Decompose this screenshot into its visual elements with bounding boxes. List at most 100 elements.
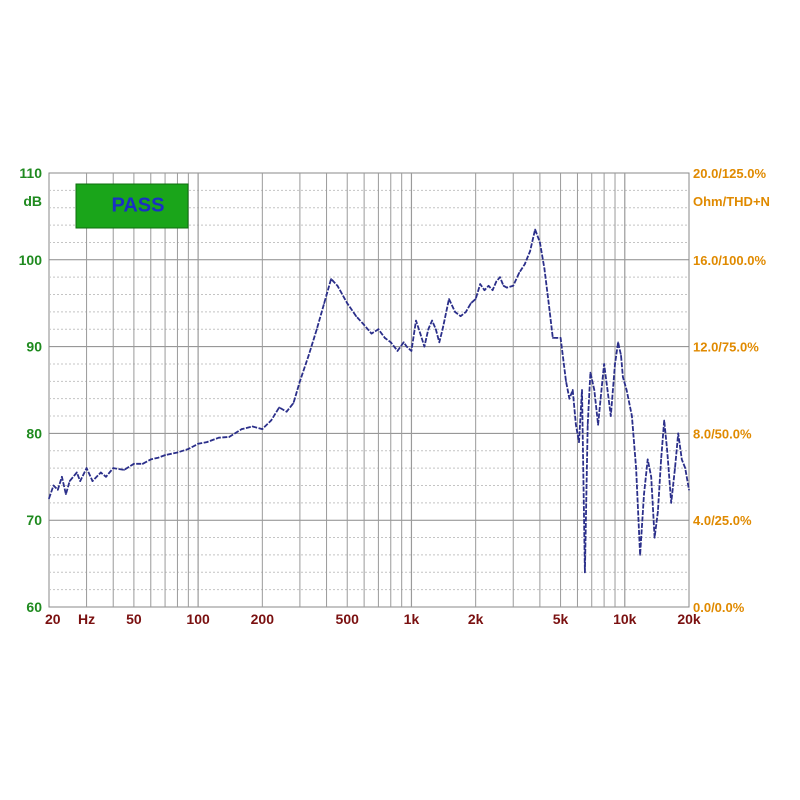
data-point	[483, 289, 486, 292]
x-tick-label: 20k	[677, 611, 701, 627]
data-point	[643, 493, 645, 496]
data-point	[639, 554, 641, 556]
data-point	[589, 371, 592, 374]
data-point	[299, 380, 301, 383]
data-point	[470, 302, 472, 305]
data-point	[606, 389, 609, 391]
data-point	[529, 250, 531, 252]
data-point	[390, 341, 392, 344]
major-gridlines	[49, 173, 689, 607]
right-axis-ticks: 0.0/0.0% 4.0/25.0% 8.0/50.0% 12.0/75.0% 16.0…	[693, 166, 766, 615]
data-point	[377, 328, 380, 331]
data-point	[330, 278, 332, 280]
data-point	[688, 489, 690, 491]
data-point	[218, 436, 220, 439]
x-axis-ticks: 20 Hz 50 100 200 500 1k 2k 5k 10k 20k	[45, 611, 701, 627]
data-point	[674, 467, 676, 469]
data-point	[578, 441, 580, 443]
x-tick-label: 1k	[404, 611, 420, 627]
x-tick-label: Hz	[78, 611, 95, 627]
data-point	[534, 228, 536, 231]
data-point	[584, 571, 586, 574]
data-point	[617, 341, 619, 344]
data-point	[157, 456, 159, 459]
data-point	[141, 463, 144, 465]
data-point	[610, 415, 612, 417]
data-point	[681, 458, 683, 461]
x-tick-label: 50	[126, 611, 142, 627]
data-point	[415, 319, 417, 322]
data-point	[292, 402, 295, 404]
left-tick-label: 80	[26, 425, 42, 441]
x-tick-label: 200	[251, 611, 275, 627]
x-tick-label: 5k	[553, 611, 569, 627]
pass-badge-label: PASS	[112, 194, 165, 216]
right-tick-label: 4.0/25.0%	[693, 513, 752, 528]
data-point	[593, 389, 596, 391]
left-axis-ticks: 60 70 80 90 100 110	[19, 165, 43, 615]
data-point	[502, 285, 505, 287]
data-point	[448, 298, 450, 300]
right-tick-label: 8.0/50.0%	[693, 426, 752, 441]
data-point	[85, 467, 88, 469]
data-point	[552, 337, 554, 339]
data-point	[370, 332, 373, 335]
data-point	[133, 463, 135, 465]
data-point	[518, 272, 520, 274]
data-point	[187, 448, 190, 450]
x-tick-label: 20	[45, 611, 61, 627]
data-point	[575, 423, 577, 426]
data-point	[240, 428, 243, 430]
data-point	[91, 480, 94, 482]
data-point	[270, 419, 273, 422]
data-point	[336, 285, 339, 287]
data-point	[164, 454, 166, 456]
data-point	[251, 425, 254, 428]
data-point	[363, 324, 365, 326]
x-tick-label: 100	[186, 611, 210, 627]
pass-badge-box	[75, 183, 189, 229]
data-point	[427, 328, 430, 331]
data-point	[666, 450, 668, 452]
data-point	[565, 380, 567, 383]
data-point	[581, 389, 583, 391]
data-point	[57, 489, 59, 491]
data-point	[278, 406, 281, 409]
data-point	[228, 436, 231, 438]
data-point	[454, 311, 456, 313]
data-point	[52, 484, 55, 487]
data-point	[459, 315, 462, 318]
data-point	[441, 328, 444, 331]
data-point	[316, 328, 318, 331]
data-point	[65, 493, 67, 496]
data-point	[197, 443, 199, 445]
data-point	[285, 410, 288, 413]
data-point	[419, 332, 422, 335]
data-point	[61, 476, 63, 478]
data-point	[625, 389, 628, 391]
left-tick-label: 70	[26, 512, 42, 528]
data-point	[261, 428, 264, 430]
left-tick-label: 60	[26, 599, 42, 615]
data-point	[479, 283, 482, 285]
data-point	[307, 354, 310, 357]
left-tick-label: 110	[19, 165, 42, 181]
data-point	[586, 423, 589, 426]
data-point	[499, 276, 501, 279]
data-point	[396, 350, 399, 352]
data-point	[438, 341, 441, 344]
data-point	[646, 458, 649, 461]
right-tick-label: 16.0/100.0%	[693, 253, 766, 268]
right-tick-label: 20.0/125.0%	[693, 166, 766, 181]
data-point	[176, 451, 179, 454]
data-point	[206, 441, 208, 443]
data-point	[68, 480, 71, 482]
data-point	[663, 419, 665, 422]
data-point	[599, 397, 602, 400]
plot-area	[48, 172, 690, 608]
data-point	[559, 337, 562, 339]
data-point	[614, 363, 616, 365]
right-tick-label: 0.0/0.0%	[693, 600, 745, 615]
left-axis-unit: dB	[23, 193, 42, 209]
